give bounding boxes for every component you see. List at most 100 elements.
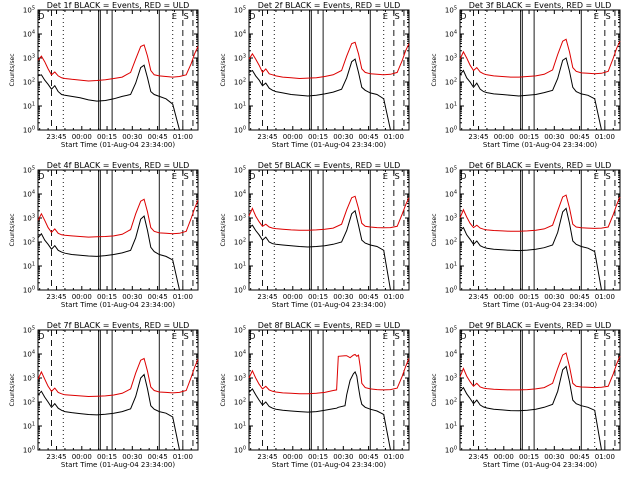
panel-1: Det 1f BLACK = Events, RED = ULD10010110… [9,1,199,149]
panel-7: Det 7f BLACK = Events, RED = ULD10010110… [9,321,199,469]
x-tick-label: 00:15 [97,293,117,301]
x-tick-label: 00:45 [358,133,378,141]
panel-3: Det 3f BLACK = Events, RED = ULD10010110… [431,1,621,149]
y-tick-label: 104 [23,30,35,39]
y-tick-exponent: 0 [454,126,457,132]
y-axis-label: Counts/sec [220,53,227,86]
x-tick-label: 01:00 [595,293,615,301]
corner-label: S [606,12,611,21]
y-tick-exponent: 5 [454,166,457,172]
y-axis-label: Counts/sec [220,373,227,406]
panel-8: Det 8f BLACK = Events, RED = ULD10010110… [220,321,410,469]
x-tick-label: 00:30 [333,133,353,141]
y-tick-exponent: 1 [32,102,35,108]
y-tick-exponent: 2 [454,238,457,244]
y-tick-exponent: 2 [243,78,246,84]
y-tick-label: 100 [445,286,457,295]
y-tick-label: 104 [234,30,246,39]
y-tick-exponent: 2 [32,398,35,404]
y-tick-exponent: 1 [32,262,35,268]
corner-label: D [249,172,255,181]
x-tick-label: 00:30 [544,453,564,461]
y-tick-exponent: 5 [32,6,35,12]
y-tick-label: 103 [234,54,246,63]
y-tick-label: 101 [234,422,246,431]
panel-4: Det 4f BLACK = Events, RED = ULD10010110… [9,161,199,309]
x-tick-label: 00:00 [72,293,92,301]
x-tick-label: 01:00 [595,453,615,461]
y-tick-exponent: 0 [32,446,35,452]
x-tick-label: 23:45 [257,293,277,301]
y-tick-label: 102 [234,398,246,407]
y-tick-exponent: 4 [32,30,35,36]
corner-label: D [38,172,44,181]
y-tick-label: 105 [234,166,246,175]
y-tick-label: 103 [445,214,457,223]
x-tick-label: 00:30 [544,293,564,301]
y-tick-exponent: 2 [454,398,457,404]
events-series-line [37,64,198,131]
y-tick-exponent: 4 [454,350,457,356]
plot-frame [248,9,410,131]
y-tick-label: 105 [23,326,35,335]
corner-label: S [606,172,611,181]
x-tick-label: 00:45 [569,453,589,461]
x-tick-label: 23:45 [46,293,66,301]
y-axis-label: Counts/sec [220,213,227,246]
corner-label: E [383,12,388,21]
corner-label: E [594,172,599,181]
x-tick-label: 00:00 [72,133,92,141]
y-tick-exponent: 1 [454,262,457,268]
x-tick-label: 00:45 [147,133,167,141]
panel-5: Det 5f BLACK = Events, RED = ULD10010110… [220,161,410,309]
y-tick-exponent: 4 [243,350,246,356]
y-tick-exponent: 3 [243,214,246,220]
x-axis-label: Start Time (01-Aug-04 23:34:00) [483,301,597,309]
corner-label: S [606,332,611,341]
y-tick-exponent: 0 [454,286,457,292]
y-tick-label: 100 [234,126,246,135]
corner-label: S [184,332,189,341]
corner-label: D [460,172,466,181]
x-tick-label: 01:00 [384,453,404,461]
x-tick-label: 00:45 [569,293,589,301]
x-tick-label: 00:30 [122,453,142,461]
corner-label: E [383,172,388,181]
corner-label: E [172,172,177,181]
y-tick-label: 103 [23,54,35,63]
y-tick-label: 104 [234,190,246,199]
events-series-line [248,209,409,291]
x-tick-label: 23:45 [46,133,66,141]
events-series-line [248,58,409,131]
y-tick-label: 105 [445,326,457,335]
uld-series-line [459,194,621,232]
y-tick-label: 101 [234,102,246,111]
y-tick-exponent: 5 [243,326,246,332]
y-tick-exponent: 2 [243,398,246,404]
y-tick-exponent: 1 [32,422,35,428]
y-axis-label: Counts/sec [431,213,438,246]
x-tick-label: 23:45 [468,133,488,141]
x-tick-label: 01:00 [595,133,615,141]
uld-series-line [37,198,199,238]
y-axis-label: Counts/sec [9,213,16,246]
y-tick-exponent: 5 [32,326,35,332]
x-tick-label: 00:00 [283,453,303,461]
y-tick-label: 103 [234,374,246,383]
y-tick-label: 101 [445,102,457,111]
x-tick-label: 01:00 [384,133,404,141]
y-tick-exponent: 3 [454,214,457,220]
plot-frame [248,329,410,451]
x-tick-label: 00:15 [97,133,117,141]
uld-series-line [459,352,621,391]
y-tick-label: 101 [23,262,35,271]
y-tick-label: 105 [234,6,246,15]
y-tick-label: 102 [23,78,35,87]
y-tick-exponent: 0 [32,286,35,292]
corner-label: S [184,172,189,181]
x-tick-label: 23:45 [257,453,277,461]
y-tick-label: 102 [234,238,246,247]
y-tick-exponent: 5 [454,326,457,332]
corner-label: E [594,12,599,21]
corner-label: S [395,12,400,21]
